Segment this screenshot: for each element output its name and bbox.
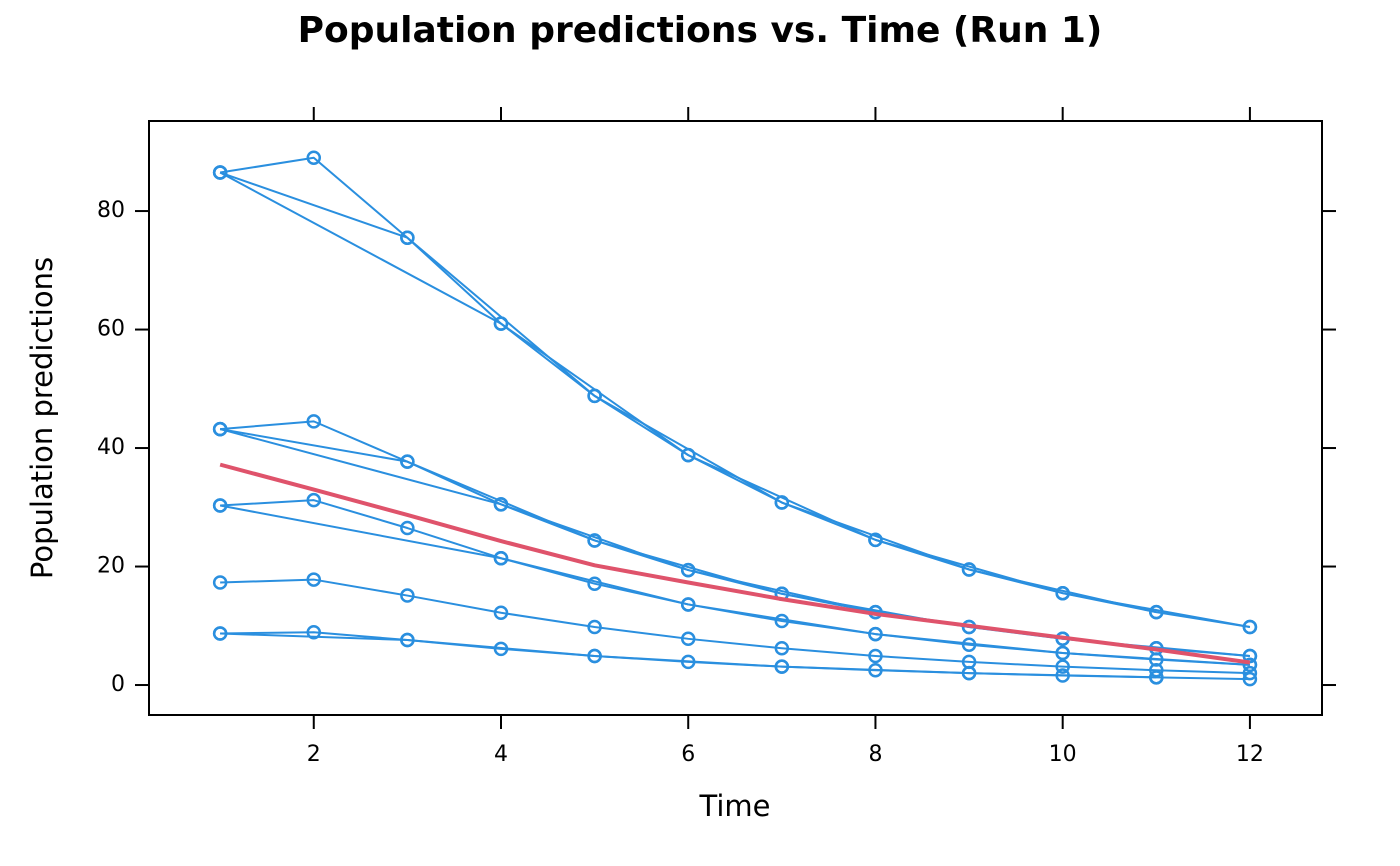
point [1242,619,1258,635]
point [306,414,322,429]
point [400,588,415,603]
point [306,492,322,508]
trend-line [219,462,1251,665]
x-tick-label: 10 [1049,742,1077,767]
x-tick-label: 2 [307,742,321,767]
point [680,562,696,578]
point [212,498,228,513]
point [212,575,228,590]
point [587,619,602,635]
x-tick-label: 6 [681,742,695,767]
x-tick-label: 12 [1236,742,1264,767]
point [400,632,415,648]
series-line [219,171,1251,628]
point [961,562,977,577]
point [306,150,322,165]
y-axis-title: Population predictions [25,257,59,579]
point [212,421,228,437]
y-tick-label: 80 [97,198,125,223]
point [306,625,322,640]
point [774,659,790,674]
point [868,626,883,642]
series-line [220,632,1157,679]
series-line [219,156,1251,628]
point [587,533,602,548]
point [1242,657,1258,673]
point [493,605,509,620]
series-line [219,171,1157,614]
series-line [219,428,1251,657]
point [1055,585,1070,601]
y-tick-label: 0 [111,672,125,697]
point [1055,659,1070,674]
point [868,648,883,664]
plot-frame [148,120,1323,716]
point [400,230,415,245]
x-tick-label: 8 [868,742,882,767]
series-line [219,504,1250,666]
y-tick-label: 20 [97,554,125,579]
point [306,572,322,587]
point [680,597,696,612]
y-tick-label: 40 [97,435,125,460]
point [493,316,509,331]
point [587,648,602,664]
point [1242,671,1258,687]
series-line [220,578,1250,675]
point [400,454,415,469]
point [212,626,228,641]
point [961,665,977,681]
x-tick-label: 4 [494,742,508,767]
point [1242,665,1258,681]
point [774,641,790,656]
chart-title: Population predictions vs. Time (Run 1) [298,10,1103,51]
point [1149,662,1164,678]
point [1055,645,1070,661]
point [400,520,415,536]
point [212,165,228,180]
point [868,532,883,548]
point [680,631,696,647]
point [493,497,509,512]
point [680,447,696,463]
point [493,550,509,566]
y-tick-label: 60 [97,317,125,342]
point [1149,670,1164,685]
x-axis-title: Time [699,789,771,823]
